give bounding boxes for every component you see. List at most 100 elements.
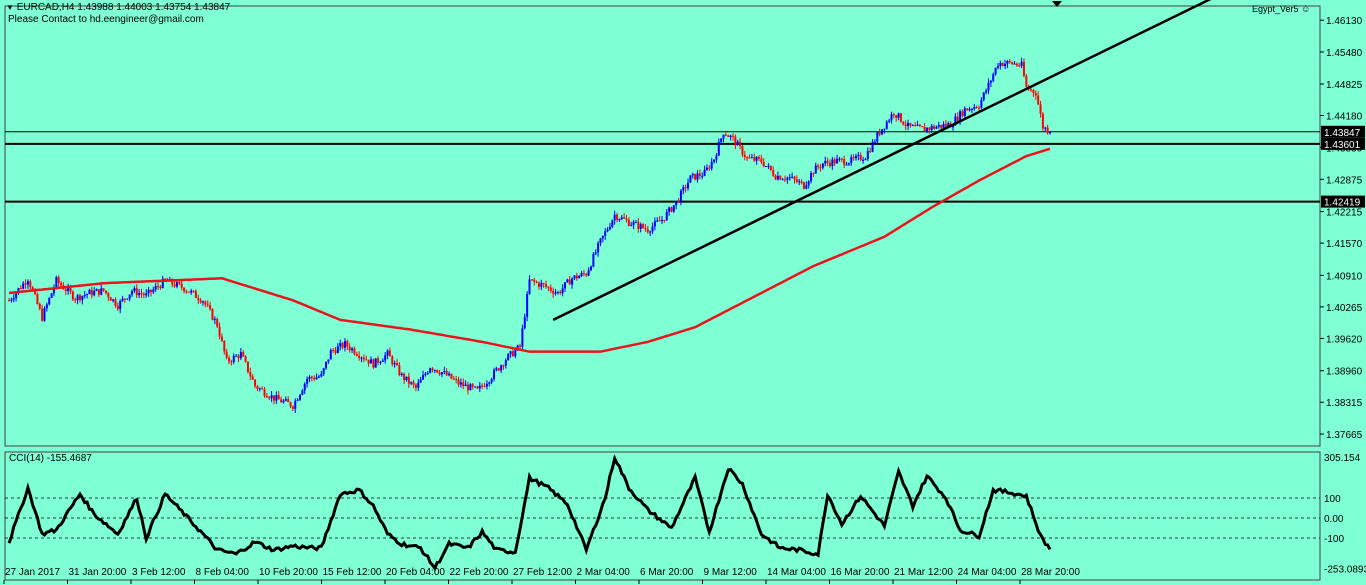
candle — [202, 300, 205, 306]
watermark: Egypt_Ver5 ☺ — [1252, 3, 1310, 15]
candle-body — [237, 355, 240, 359]
candle — [784, 175, 787, 183]
candle-body — [265, 395, 268, 398]
price-tick-label: 1.42875 — [1326, 175, 1363, 186]
candle — [904, 120, 907, 131]
cci-tick-label: 305.154 — [1324, 453, 1361, 464]
symbol-header: ▼ EURCAD,H4 1.43988 1.44003 1.43754 1.43… — [6, 2, 230, 14]
candle-body — [670, 207, 673, 212]
candle-body — [225, 351, 228, 358]
candle — [592, 251, 595, 268]
candle-body — [178, 282, 181, 284]
price-tick-label: 1.41570 — [1326, 239, 1363, 250]
candle — [287, 396, 290, 403]
candle — [923, 123, 926, 131]
candle-body — [961, 111, 964, 116]
candle — [989, 80, 992, 88]
chart-frames — [4, 5, 1321, 581]
candle — [921, 125, 924, 128]
candle-body — [994, 67, 997, 75]
candle-body — [48, 297, 51, 305]
candle — [743, 150, 746, 161]
candle — [410, 381, 413, 386]
candle — [206, 300, 209, 308]
candle-body — [665, 211, 668, 221]
candle-body — [814, 165, 817, 174]
candle-body — [826, 160, 829, 163]
candle — [1022, 58, 1025, 78]
candle-body — [954, 116, 957, 126]
level-label: 1.43847 — [1324, 128, 1361, 139]
cci-tick-label: -100 — [1324, 534, 1344, 545]
candle-body — [199, 300, 202, 303]
candle — [161, 275, 164, 289]
candle — [336, 343, 339, 354]
candle — [734, 134, 737, 150]
candle-body — [691, 173, 694, 176]
candle — [545, 280, 548, 289]
candle — [729, 134, 732, 141]
candle-body — [452, 378, 455, 380]
candle — [280, 396, 283, 403]
candle-body — [511, 351, 514, 357]
candle — [540, 279, 543, 291]
collapse-arrow-icon[interactable]: ▼ — [6, 3, 14, 12]
candle-body — [1015, 63, 1018, 66]
candle — [556, 290, 559, 295]
candle — [757, 155, 760, 161]
candle — [362, 354, 365, 363]
candle — [530, 279, 533, 282]
candle — [1049, 131, 1051, 135]
candle-body — [173, 284, 176, 287]
candle-body — [332, 349, 335, 351]
candle-body — [379, 361, 382, 363]
candle — [805, 181, 808, 190]
candle-body — [12, 298, 15, 300]
horizontal-levels[interactable] — [5, 131, 1320, 203]
candle — [405, 376, 408, 382]
candle — [533, 278, 536, 286]
candle-body — [34, 290, 37, 295]
trendline-group[interactable] — [552, 0, 1239, 321]
candle — [265, 393, 268, 398]
candle — [462, 378, 465, 390]
candle — [24, 279, 27, 289]
candle-body — [509, 351, 512, 355]
candle-body — [916, 124, 919, 126]
candle-body — [256, 386, 259, 389]
candle-body — [109, 297, 112, 301]
candle — [831, 157, 834, 170]
candle-body — [488, 382, 491, 384]
candle-body — [50, 293, 53, 298]
candle-body — [606, 229, 609, 232]
candle-body — [140, 292, 143, 295]
candle — [523, 313, 526, 330]
candle-body — [663, 219, 666, 221]
candle-body — [294, 400, 297, 409]
candle — [847, 162, 850, 166]
candle-body — [942, 124, 945, 128]
moving-average — [8, 147, 1051, 353]
candle — [658, 216, 661, 222]
candle-body — [750, 157, 753, 159]
level-label: 1.43601 — [1324, 140, 1361, 151]
candle-body — [892, 114, 895, 116]
cci-tick-label: 0.00 — [1324, 514, 1344, 525]
candle-body — [1011, 62, 1014, 64]
price-tick-label: 1.37665 — [1326, 430, 1363, 441]
candle — [173, 281, 176, 288]
candle — [677, 198, 680, 203]
candle — [996, 62, 999, 70]
candle-body — [396, 363, 399, 366]
candle — [325, 361, 328, 370]
candle-body — [743, 154, 746, 158]
cci-panel-frame — [4, 451, 1321, 581]
candle — [786, 176, 789, 184]
candle-body — [230, 361, 233, 363]
candle — [656, 217, 659, 223]
candle — [86, 293, 89, 299]
candle-body — [720, 138, 723, 142]
candle-body — [828, 162, 831, 166]
candle — [644, 224, 647, 232]
